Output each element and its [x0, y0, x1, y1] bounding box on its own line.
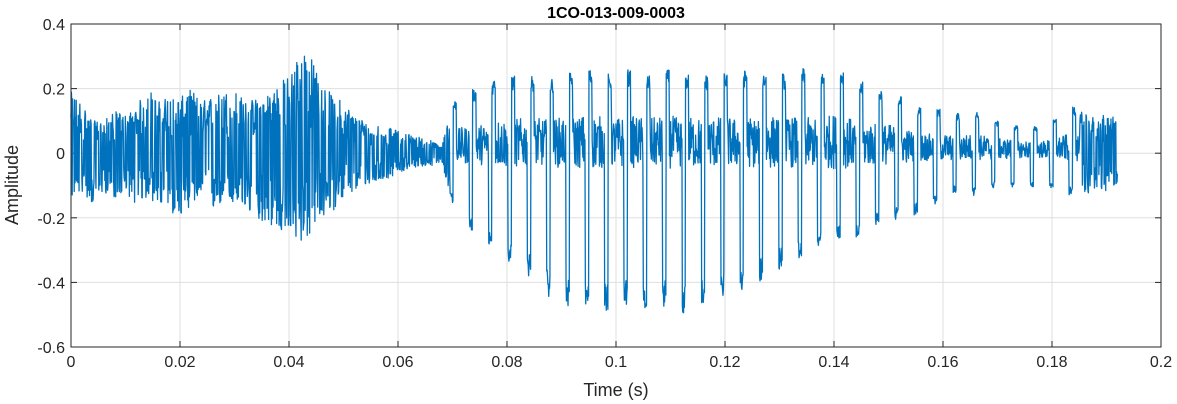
x-tick-label: 0.04	[273, 354, 304, 371]
x-tick-label: 0.18	[1036, 354, 1067, 371]
y-tick-label: -0.2	[37, 211, 65, 228]
x-tick-label: 0.16	[927, 354, 958, 371]
series-line	[70, 55, 1119, 314]
plot-frame	[70, 23, 1162, 348]
x-axis-label: Time (s)	[583, 380, 648, 400]
x-ticks: 0 0.02 0.04 0.06 0.08 0.1 0.12 0.14 0.16 0.18 0.2	[67, 24, 1172, 371]
y-tick-label: -0.4	[37, 275, 65, 292]
chart-title: 1CO-013-009-0003	[547, 5, 685, 22]
x-tick-label: 0.14	[818, 354, 849, 371]
y-axis-label: Amplitude	[2, 145, 22, 225]
series-layer	[70, 55, 1119, 314]
x-tick-label: 0.06	[382, 354, 413, 371]
x-tick-label: 0.12	[709, 354, 740, 371]
x-tick-label: 0.08	[491, 354, 522, 371]
x-tick-label: 0	[67, 354, 76, 371]
y-tick-label: 0.2	[43, 82, 65, 99]
x-tick-label: 0.1	[605, 354, 627, 371]
y-tick-label: 0	[56, 146, 65, 163]
y-tick-label: -0.6	[37, 340, 65, 357]
y-ticks: -0.6 -0.4 -0.2 0 0.2 0.4	[37, 17, 1161, 357]
y-tick-label: 0.4	[43, 17, 65, 34]
x-tick-label: 0.02	[164, 354, 195, 371]
x-tick-label: 0.2	[1150, 354, 1172, 371]
